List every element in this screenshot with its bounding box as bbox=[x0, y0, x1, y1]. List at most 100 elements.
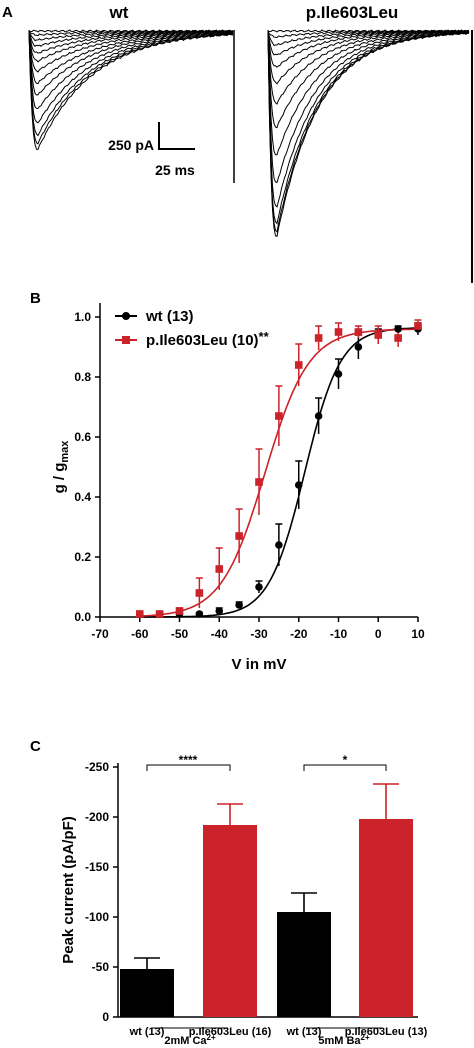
c-y-tick-label: 0 bbox=[102, 1010, 109, 1024]
b-x-tick-label: -20 bbox=[290, 627, 308, 641]
sig-bracket-ba bbox=[303, 764, 387, 771]
b-y-tick-label: 1.0 bbox=[74, 310, 91, 324]
scale-current-label: 250 pA bbox=[108, 137, 154, 153]
panel-b-label: B bbox=[30, 290, 41, 307]
sig-bracket-ca bbox=[146, 764, 231, 771]
bar-mutant bbox=[359, 819, 413, 1017]
b-x-tick-label: -10 bbox=[330, 627, 348, 641]
data-point-wt bbox=[334, 370, 343, 378]
b-x-tick-label: -30 bbox=[250, 627, 268, 641]
data-point-mutant bbox=[354, 328, 363, 336]
group-label-ba-sup: 2+ bbox=[361, 1033, 370, 1042]
b-y-tick-label: 0.6 bbox=[74, 430, 91, 444]
legend-label-mutant: p.Ile603Leu (10)** bbox=[146, 329, 270, 349]
data-point-wt bbox=[314, 412, 323, 420]
data-point-mutant bbox=[294, 361, 303, 369]
data-point-wt bbox=[215, 607, 224, 615]
data-point-mutant bbox=[175, 607, 184, 615]
legend-label-wt: wt (13) bbox=[145, 308, 194, 325]
c-y-tick-label: -100 bbox=[85, 910, 109, 924]
c-category-label: p.Ile603Leu (13) bbox=[345, 1026, 428, 1038]
data-point-wt bbox=[394, 325, 402, 333]
data-point-wt bbox=[294, 481, 303, 489]
current-trace-mutant-13 bbox=[267, 30, 470, 233]
fit-curve-mutant bbox=[139, 328, 418, 617]
sig-stars-ba: * bbox=[343, 753, 348, 767]
b-x-tick-label: -50 bbox=[171, 627, 189, 641]
group-label-ca-sup: 2+ bbox=[207, 1033, 216, 1042]
data-point-wt bbox=[255, 583, 263, 591]
data-point-mutant bbox=[374, 331, 383, 339]
scale-bar bbox=[158, 122, 195, 150]
c-ticks: 0 -50 -100 -150 -200 -250 bbox=[85, 760, 118, 1024]
b-legend: wt (13) p.Ile603Leu (10)** bbox=[115, 308, 270, 349]
panel-c-label: C bbox=[30, 738, 41, 755]
c-category-label: wt (13) bbox=[286, 1026, 322, 1038]
c-y-tick-label: -50 bbox=[92, 960, 110, 974]
data-point-wt bbox=[354, 343, 363, 351]
b-x-tick-label: 10 bbox=[411, 627, 425, 641]
bar-mutant bbox=[203, 825, 257, 1017]
current-trace-mutant-6 bbox=[267, 30, 470, 85]
group-label-ca: 2mM Ca2+ bbox=[164, 1033, 216, 1047]
c-y-tick-label: -200 bbox=[85, 810, 109, 824]
group-label-ca-text: 2mM Ca bbox=[164, 1035, 207, 1047]
current-trace-wt-8 bbox=[28, 31, 233, 85]
panel-c: C 0 -50 -100 -150 -200 -250 Peak current (pA/… bbox=[30, 738, 428, 1047]
data-point-mutant bbox=[394, 334, 402, 342]
current-trace-wt-11 bbox=[28, 30, 234, 124]
panel-b: B -70 -60 -50 -40 -30 -20 -10 0 10 0.0 0.2 0.4 0.6 0.… bbox=[30, 290, 425, 673]
b-y-axis-title: g / gmax bbox=[51, 440, 71, 494]
current-trace-wt-14 bbox=[28, 31, 234, 150]
group-label-ba: 5mM Ba2+ bbox=[318, 1033, 370, 1047]
data-point-mutant bbox=[334, 328, 343, 336]
b-x-tick-label: -40 bbox=[211, 627, 229, 641]
current-trace-wt-13 bbox=[28, 30, 234, 145]
bar-wt bbox=[120, 969, 174, 1017]
sig-stars-ca: **** bbox=[179, 753, 198, 767]
b-x-axis-title: V in mV bbox=[231, 656, 286, 673]
b-y-tick-label: 0.2 bbox=[74, 550, 91, 564]
current-trace-mutant-14 bbox=[267, 31, 470, 238]
current-traces-wt bbox=[28, 29, 234, 150]
b-data-points bbox=[135, 322, 422, 618]
current-trace-wt-10 bbox=[28, 30, 234, 110]
data-point-wt bbox=[195, 610, 204, 618]
b-error-bars bbox=[136, 319, 422, 616]
b-ticks: -70 -60 -50 -40 -30 -20 -10 0 10 0.0 0.2 0.4 0.6 0.8 1… bbox=[74, 310, 425, 641]
bar-wt bbox=[277, 912, 331, 1017]
trace-title-mutant: p.Ile603Leu bbox=[306, 3, 399, 22]
data-point-mutant bbox=[255, 478, 263, 486]
current-trace-wt-6 bbox=[28, 30, 234, 63]
data-point-mutant bbox=[215, 565, 224, 573]
trace-title-wt: wt bbox=[109, 3, 129, 22]
data-point-mutant bbox=[155, 610, 164, 618]
current-trace-wt-5 bbox=[28, 30, 234, 54]
current-trace-mutant-8 bbox=[267, 30, 470, 129]
data-point-mutant bbox=[414, 322, 422, 330]
current-trace-mutant-7 bbox=[267, 30, 470, 105]
c-significance: **** * bbox=[146, 753, 387, 771]
b-fit-curves bbox=[139, 327, 419, 618]
b-y-tick-label: 0.0 bbox=[74, 610, 91, 624]
b-y-tick-label: 0.4 bbox=[74, 490, 91, 504]
panel-a-label: A bbox=[2, 4, 13, 21]
b-y-axis-title-main: g / g bbox=[51, 463, 68, 494]
c-y-tick-label: -150 bbox=[85, 860, 109, 874]
current-trace-mutant-11 bbox=[267, 30, 470, 208]
scale-time-label: 25 ms bbox=[155, 162, 195, 178]
current-trace-wt-9 bbox=[28, 31, 234, 96]
current-traces-mutant bbox=[267, 29, 470, 238]
current-trace-mutant-12 bbox=[267, 29, 470, 225]
c-category-label: p.Ile603Leu (16) bbox=[189, 1026, 272, 1038]
current-trace-wt-4 bbox=[28, 29, 234, 47]
b-x-tick-label: 0 bbox=[375, 627, 382, 641]
b-x-tick-label: -60 bbox=[131, 627, 149, 641]
data-point-mutant bbox=[135, 610, 144, 618]
c-category-labels: wt (13) p.Ile603Leu (16) wt (13) p.Ile603Le… bbox=[129, 1026, 428, 1038]
legend-marker-mutant bbox=[122, 336, 130, 344]
data-point-wt bbox=[275, 541, 283, 549]
legend-significance: ** bbox=[259, 329, 270, 344]
c-error-bars bbox=[134, 783, 399, 969]
